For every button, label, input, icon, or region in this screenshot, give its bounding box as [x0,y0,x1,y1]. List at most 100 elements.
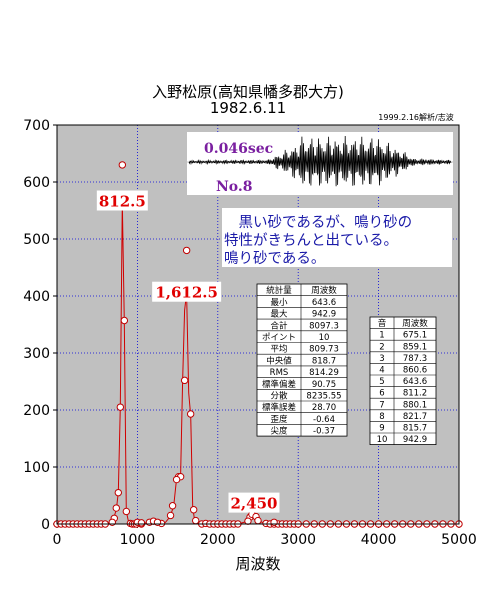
data-point [270,518,278,526]
y-tick-label: 200 [23,403,50,419]
table-cell: 815.7 [403,424,427,434]
waveform-inset: 0.046sec No.8 [187,132,453,195]
plot-frame [56,124,460,525]
y-tick-label: 300 [23,346,50,362]
table-cell: 643.6 [312,298,336,308]
table-cell: 中央値 [266,355,292,366]
y-tick-label: 700 [23,118,50,134]
chart-subtitle: 1982.6.11 [210,99,286,117]
data-point [122,507,131,516]
y-axis-ticks: 0 100 200 300 400 500 600 700 [23,118,57,533]
x-tick-label: 2000 [200,532,236,548]
table-cell: 分散 [270,391,288,402]
peak-label-background [152,281,222,302]
table-cell: 3 [379,354,384,364]
table-cell: 歪度 [270,414,288,425]
table-cell: -0.37 [313,427,335,437]
table-cell: 814.29 [309,368,339,378]
data-point [114,488,123,497]
table-cell: 周波数 [402,318,428,329]
table-cell: 2 [379,342,384,352]
y-tick-label: 500 [23,232,50,248]
note-line-2: 特性がきちんと出ている。 [224,232,398,249]
table-cell: 8235.55 [306,392,341,402]
x-axis-label: 周波数 [235,555,280,573]
y-tick-label: 0 [41,517,50,533]
table-cell: 675.1 [403,331,427,341]
data-point [172,475,181,484]
data-point [186,410,195,418]
table-cell: 最小 [270,297,288,308]
data-point [118,161,127,169]
table-cell: 1 [379,331,384,341]
table-cell: 818.7 [312,356,336,366]
table-frame [256,283,348,437]
chart-title: 入野松原(高知県幡多郡大方) [152,83,344,101]
table-cell: 859.1 [403,342,427,352]
table-frame [369,316,437,445]
data-point [166,511,175,520]
data-point [191,516,200,525]
x-tick-label: 1000 [120,532,156,548]
y-tick-label: 400 [23,289,50,305]
table-cell: 5 [379,377,384,387]
table-cell: 音 [378,318,387,329]
note-line-1: 黒い砂であるが、鳴り砂の [224,214,412,231]
peak-label-background [96,190,148,211]
data-point [137,519,146,527]
peak-label: 812.5 [99,193,146,211]
table-cell: 10 [377,435,388,445]
table-cell: 787.3 [403,354,427,364]
table-cell: 643.6 [403,377,427,387]
table-cell: 8097.3 [309,321,339,331]
data-point [189,506,198,514]
note-background [222,208,452,267]
x-tick-label: 4000 [361,532,397,548]
table-cell: 標準偏差 [262,379,296,390]
note-line-3: 鳴り砂である。 [224,250,325,267]
table-cell: 最大 [270,309,288,320]
data-point [112,504,120,512]
data-point [116,403,125,411]
table-cell: 90.75 [312,380,336,390]
data-point [182,246,191,255]
data-point [244,517,252,525]
data-point [108,518,116,526]
table-cell: 7 [379,400,384,410]
table-cell: ポイント [262,333,296,343]
data-point [153,518,162,526]
data-point [254,516,262,525]
table-cell: 942.9 [403,435,427,445]
table-cell: 尖度 [270,426,288,437]
table-cell: 6 [379,389,384,399]
table-cell: RMS [270,368,289,378]
table-cell: 821.7 [403,412,427,422]
table-cell: 860.6 [403,366,427,376]
peak-label-background [228,492,280,513]
frequency-table: 音 周波数 1 675.1 2 859.1 3 787.3 4 860.6 5 643.6 6 811.2… [369,316,437,445]
table-cell: 880.1 [403,400,427,410]
waveform-sample: No.8 [216,179,253,195]
peak-label: 1,612.5 [155,284,218,302]
x-tick-label: 5000 [441,532,477,548]
peak-labels: 812.5 1,612.5 2,450 [96,190,280,513]
data-point [120,316,129,325]
table-cell: 942.9 [312,310,336,320]
waveform-duration: 0.046sec [204,141,273,157]
y-tick-label: 600 [23,175,50,191]
x-tick-label: 3000 [280,532,316,548]
table-cell: 周波数 [311,285,337,296]
data-point [180,376,189,385]
table-cell: 平均 [270,344,287,355]
table-cell: 10 [319,333,330,343]
y-tick-label: 100 [23,460,50,476]
note-box: 黒い砂であるが、鳴り砂の 特性がきちんと出ている。 鳴り砂である。 [222,208,452,267]
table-cell: 8 [379,412,384,422]
table-cell: 統計量 [266,285,292,296]
table-cell: 811.2 [403,389,427,399]
data-point [168,502,177,510]
waveform-trace [188,135,452,187]
table-cell: 28.70 [312,403,336,413]
